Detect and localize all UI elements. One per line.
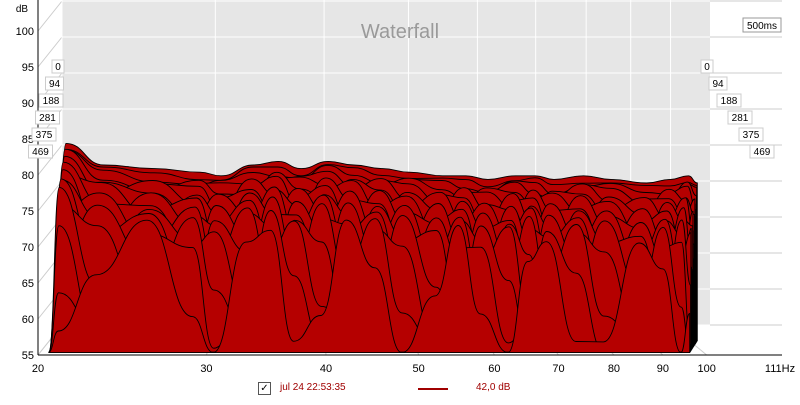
time-slice-text: 375 bbox=[743, 130, 760, 141]
time-slice-label-left: 469 bbox=[28, 144, 53, 159]
y-tick-label: 65 bbox=[22, 278, 34, 290]
gridline-left bbox=[37, 0, 63, 32]
x-tick-label: 100 bbox=[697, 363, 715, 375]
series-swatch bbox=[418, 388, 448, 390]
time-slice-box bbox=[708, 76, 728, 91]
time-slice-text: 469 bbox=[32, 147, 49, 158]
time-slice-box bbox=[38, 93, 64, 108]
x-tick-label: 70 bbox=[552, 363, 564, 375]
time-slice-box bbox=[738, 127, 764, 142]
y-tick-label: 55 bbox=[22, 350, 34, 362]
x-tick-label: 40 bbox=[320, 363, 332, 375]
x-tick-label: 80 bbox=[608, 363, 620, 375]
y-tick-label: 100 bbox=[16, 26, 34, 38]
gridline-left bbox=[37, 144, 63, 176]
y-tick-label: 95 bbox=[22, 62, 34, 74]
gridline-left bbox=[37, 36, 63, 68]
y-tick-label: 60 bbox=[22, 314, 34, 326]
y-tick-label: 80 bbox=[22, 170, 34, 182]
x-tick-label: 30 bbox=[200, 363, 212, 375]
time-slice-label-left: 375 bbox=[31, 127, 57, 142]
time-slice-label-right: 0 bbox=[700, 59, 714, 74]
series-level: 42,0 dB bbox=[476, 382, 511, 393]
time-slice-label-left: 281 bbox=[35, 110, 60, 125]
x-tick-label: 90 bbox=[657, 363, 669, 375]
time-window-label: 500ms bbox=[747, 21, 777, 32]
time-slice-text: 281 bbox=[732, 113, 749, 124]
time-slice-box bbox=[716, 93, 742, 108]
y-tick-label: 70 bbox=[22, 242, 34, 254]
right-wall bbox=[710, 0, 782, 355]
time-slice-box bbox=[35, 110, 60, 125]
x-max-label: 111Hz bbox=[765, 363, 795, 375]
axes bbox=[37, 0, 782, 356]
waterfall-slices bbox=[48, 142, 698, 354]
waterfall-slice bbox=[48, 219, 691, 354]
x-tick-label: 60 bbox=[488, 363, 500, 375]
time-slice-label-right: 188 bbox=[716, 93, 742, 108]
time-slice-box bbox=[700, 59, 714, 74]
time-slice-text: 188 bbox=[721, 96, 738, 107]
time-slice-box bbox=[749, 144, 775, 159]
time-slice-box bbox=[28, 144, 53, 159]
legend: ✓ jul 24 22:53:35 42,0 dB bbox=[258, 382, 558, 398]
time-slice-box bbox=[45, 76, 64, 91]
y-tick-label: 90 bbox=[22, 98, 34, 110]
time-slice-label-right: 469 bbox=[749, 144, 775, 159]
time-slice-label-left: 0 bbox=[51, 59, 65, 74]
series-checkbox[interactable]: ✓ bbox=[258, 382, 271, 395]
y-tick-label: 75 bbox=[22, 206, 34, 218]
time-slice-label-right: 375 bbox=[738, 127, 764, 142]
time-slice-text: 375 bbox=[36, 130, 53, 141]
y-tick-label: 85 bbox=[22, 134, 34, 146]
x-tick-label: 50 bbox=[413, 363, 425, 375]
time-slice-text: 0 bbox=[55, 62, 61, 73]
time-slice-text: 188 bbox=[43, 96, 60, 107]
time-slice-text: 0 bbox=[704, 62, 710, 73]
time-slice-text: 469 bbox=[754, 147, 771, 158]
tick-labels: 55 60 65 70 75 80 85 90 95 100 20 30 40 50 60 70 80 90 100… bbox=[16, 26, 795, 375]
gridline-left bbox=[37, 180, 63, 212]
time-slice-text: 94 bbox=[49, 79, 61, 90]
time-slice-label-right: 94 bbox=[708, 76, 728, 91]
y-axis-unit: dB bbox=[16, 4, 29, 15]
time-slice-label-left: 188 bbox=[38, 93, 64, 108]
chart-title: Waterfall bbox=[361, 21, 439, 43]
time-slice-label-left: 94 bbox=[45, 76, 64, 91]
time-slice-box bbox=[727, 110, 753, 125]
time-slice-box bbox=[51, 59, 65, 74]
time-slice-text: 281 bbox=[39, 113, 56, 124]
time-slice-label-right: 281 bbox=[727, 110, 753, 125]
time-window-badge: 500ms bbox=[742, 17, 782, 33]
x-tick-label: 20 bbox=[32, 363, 44, 375]
time-slice-box bbox=[31, 127, 57, 142]
waterfall-chart: Waterfall dB 500ms 55 60 65 70 75 80 85 90 95 100… bbox=[16, 0, 795, 375]
time-slice-text: 94 bbox=[712, 79, 724, 90]
series-timestamp: jul 24 22:53:35 bbox=[280, 382, 346, 393]
